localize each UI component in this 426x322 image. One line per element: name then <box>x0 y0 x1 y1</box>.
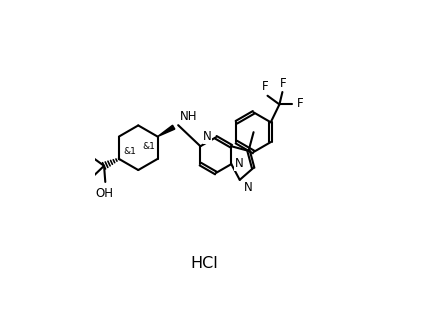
Text: F: F <box>280 77 286 90</box>
Text: HCl: HCl <box>190 256 217 270</box>
Text: &1: &1 <box>142 142 155 151</box>
Text: N: N <box>243 181 252 194</box>
Text: F: F <box>261 80 268 93</box>
Text: N: N <box>234 157 243 170</box>
Polygon shape <box>157 125 174 137</box>
Text: NH: NH <box>179 110 197 123</box>
Text: F: F <box>296 97 303 110</box>
Text: OH: OH <box>95 187 113 200</box>
Text: N: N <box>203 130 211 143</box>
Text: &1: &1 <box>123 147 136 156</box>
